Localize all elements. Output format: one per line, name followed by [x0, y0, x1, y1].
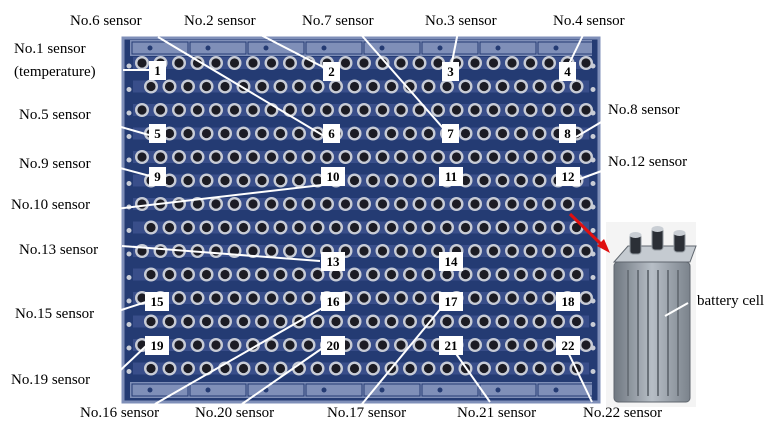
label-sensor-22: No.22 sensor — [583, 405, 662, 421]
sensor-marker-21: 21 — [439, 336, 463, 355]
battery-cell-leader — [664, 302, 689, 317]
label-sensor-20: No.20 sensor — [195, 405, 274, 421]
leader-7 — [356, 29, 444, 129]
label-sensor-8: No.8 sensor — [608, 102, 680, 118]
leader-6 — [157, 36, 325, 137]
sensor-marker-18: 18 — [556, 292, 580, 311]
leader-10 — [114, 184, 323, 210]
battery-pack — [121, 36, 601, 404]
label-sensor-10: No.10 sensor — [11, 197, 90, 213]
sensor-marker-text: 12 — [562, 169, 575, 184]
sensor-marker-8: 8 — [559, 124, 576, 143]
sensor-marker-text: 20 — [327, 338, 340, 353]
leader-9 — [119, 167, 151, 177]
sensor-marker-text: 14 — [445, 254, 459, 269]
sensor-marker-7: 7 — [442, 124, 459, 143]
label-sensor-17: No.17 sensor — [327, 405, 406, 421]
sensor-marker-text: 21 — [445, 338, 458, 353]
label-sensor-12: No.12 sensor — [608, 154, 687, 170]
leader-15 — [114, 301, 147, 313]
sensor-marker-9: 9 — [149, 167, 166, 186]
sensor-marker-text: 5 — [154, 126, 161, 141]
sensor-marker-text: 4 — [564, 64, 571, 79]
sensor-marker-2: 2 — [323, 62, 340, 81]
sensor-marker-text: 13 — [327, 254, 341, 269]
label-sensor-19: No.19 sensor — [11, 372, 90, 388]
sensor-markers: 1 2 3 4 5 6 7 8 9 10 11 12 13 14 15 16 1… — [145, 61, 580, 355]
label-sensor-21: No.21 sensor — [457, 405, 536, 421]
leader-8 — [575, 117, 609, 138]
sensor-marker-17: 17 — [439, 292, 463, 311]
label-sensor-1: No.1 sensor — [14, 41, 86, 57]
leader-17 — [361, 306, 443, 405]
leader-21 — [451, 347, 491, 403]
sensor-marker-3: 3 — [442, 62, 459, 81]
leader-2 — [250, 29, 326, 69]
sensor-marker-15: 15 — [145, 292, 169, 311]
sensor-marker-22: 22 — [556, 336, 580, 355]
sensor-marker-text: 3 — [447, 64, 454, 79]
label-sensor-9: No.9 sensor — [19, 156, 91, 172]
leader-20 — [241, 346, 325, 405]
leader-4 — [567, 30, 586, 67]
label-sensor-3: No.3 sensor — [425, 13, 497, 29]
label-sensor-5: No.5 sensor — [19, 107, 91, 123]
battery-cell-image — [606, 222, 697, 407]
sensor-marker-text: 10 — [327, 169, 340, 184]
sensor-marker-16: 16 — [321, 292, 345, 311]
sensor-marker-text: 16 — [327, 294, 341, 309]
leader-22 — [566, 349, 593, 403]
sensor-marker-1: 1 — [149, 61, 166, 80]
leader-3 — [450, 31, 459, 68]
leader-lines — [109, 29, 609, 405]
leader-12 — [576, 168, 608, 181]
leader-19 — [109, 345, 147, 381]
label-sensor-4: No.4 sensor — [553, 13, 625, 29]
sensor-marker-text: 9 — [154, 169, 161, 184]
sensor-marker-4: 4 — [559, 62, 576, 81]
sensor-marker-text: 11 — [445, 169, 457, 184]
label-sensor-15: No.15 sensor — [15, 306, 94, 322]
sensor-marker-6: 6 — [323, 124, 340, 143]
sensor-marker-text: 18 — [562, 294, 576, 309]
sensor-marker-text: 8 — [564, 126, 571, 141]
label-sensor-6: No.6 sensor — [70, 13, 142, 29]
label-sensor-1-note: (temperature) — [14, 64, 96, 80]
sensor-marker-5: 5 — [149, 124, 166, 143]
label-sensor-7: No.7 sensor — [302, 13, 374, 29]
sensor-marker-text: 2 — [328, 64, 335, 79]
leader-13 — [121, 245, 321, 262]
red-arrow-icon — [568, 212, 610, 253]
sensor-marker-text: 19 — [151, 338, 165, 353]
sensor-labels: No.1 sensor (temperature) No.6 sensor No… — [11, 13, 687, 421]
sensor-marker-14: 14 — [439, 252, 463, 271]
sensor-marker-text: 6 — [328, 126, 335, 141]
sensor-marker-19: 19 — [145, 336, 169, 355]
sensor-marker-text: 22 — [562, 338, 575, 353]
sensor-marker-20: 20 — [321, 336, 345, 355]
sensor-marker-12: 12 — [556, 167, 580, 186]
sensor-marker-text: 7 — [447, 126, 454, 141]
label-sensor-2: No.2 sensor — [184, 13, 256, 29]
sensor-marker-10: 10 — [321, 167, 345, 186]
label-sensor-16: No.16 sensor — [80, 405, 159, 421]
label-sensor-13: No.13 sensor — [19, 242, 98, 258]
sensor-marker-text: 1 — [154, 63, 161, 78]
sensor-marker-text: 15 — [151, 294, 165, 309]
sensor-marker-text: 17 — [445, 294, 459, 309]
leader-16 — [154, 306, 325, 405]
sensor-marker-13: 13 — [321, 252, 345, 271]
leader-5 — [120, 126, 150, 136]
label-battery-cell: battery cell — [697, 293, 764, 309]
sensor-marker-11: 11 — [439, 167, 463, 186]
